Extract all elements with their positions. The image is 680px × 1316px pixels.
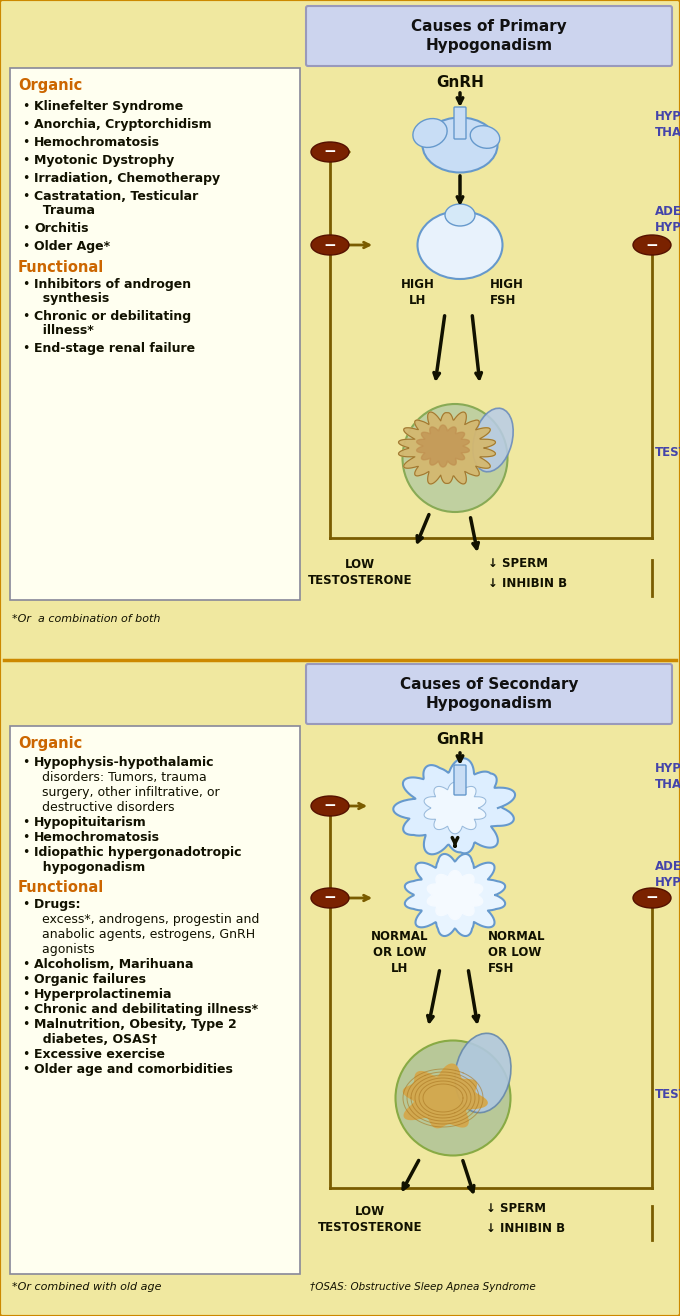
Text: •: • — [22, 154, 29, 167]
Text: •: • — [22, 830, 29, 844]
Text: HIGH
FSH: HIGH FSH — [490, 278, 524, 307]
Text: Myotonic Dystrophy: Myotonic Dystrophy — [34, 154, 174, 167]
Text: ↓ SPERM: ↓ SPERM — [488, 557, 548, 570]
Text: •: • — [22, 190, 29, 203]
Text: −: − — [645, 237, 658, 253]
Text: synthesis: synthesis — [34, 292, 109, 305]
Text: Orchitis: Orchitis — [34, 222, 88, 236]
Ellipse shape — [422, 117, 498, 172]
Text: Causes of Secondary
Hypogonadism: Causes of Secondary Hypogonadism — [400, 676, 578, 712]
Polygon shape — [417, 425, 469, 467]
Text: Drugs:: Drugs: — [34, 898, 85, 911]
Text: Trauma: Trauma — [34, 204, 95, 217]
Text: ↓ INHIBIN B: ↓ INHIBIN B — [486, 1223, 565, 1234]
Text: Excessive exercise: Excessive exercise — [34, 1048, 165, 1061]
Ellipse shape — [633, 888, 671, 908]
Text: †OSAS: Obstructive Sleep Apnea Syndrome: †OSAS: Obstructive Sleep Apnea Syndrome — [310, 1282, 536, 1292]
Text: hypogonadism: hypogonadism — [34, 861, 146, 874]
Ellipse shape — [311, 236, 349, 255]
Text: Functional: Functional — [18, 880, 104, 895]
Text: •: • — [22, 100, 29, 113]
Text: •: • — [22, 988, 29, 1001]
Text: agonists: agonists — [34, 944, 95, 955]
Text: Idiopathic hypergonadotropic: Idiopathic hypergonadotropic — [34, 846, 241, 859]
Text: Hemochromatosis: Hemochromatosis — [34, 830, 160, 844]
Polygon shape — [398, 412, 496, 484]
Text: •: • — [22, 172, 29, 186]
Text: destructive disorders: destructive disorders — [34, 801, 175, 815]
FancyBboxPatch shape — [306, 7, 672, 66]
FancyBboxPatch shape — [454, 765, 466, 795]
Text: −: − — [324, 799, 337, 813]
Ellipse shape — [455, 1033, 511, 1113]
Ellipse shape — [311, 888, 349, 908]
Text: HIGH
LH: HIGH LH — [401, 278, 435, 307]
Polygon shape — [393, 758, 515, 854]
Text: NORMAL
OR LOW
FSH: NORMAL OR LOW FSH — [488, 930, 545, 975]
Text: Hyperprolactinemia: Hyperprolactinemia — [34, 988, 173, 1001]
Text: Chronic and debilitating illness*: Chronic and debilitating illness* — [34, 1003, 258, 1016]
Text: •: • — [22, 342, 29, 355]
Text: •: • — [22, 118, 29, 132]
Text: ADENO-
HYPOPHYSIS: ADENO- HYPOPHYSIS — [655, 859, 680, 890]
Text: Organic: Organic — [18, 78, 82, 93]
Text: Chronic or debilitating: Chronic or debilitating — [34, 311, 191, 322]
Text: Organic: Organic — [18, 736, 82, 751]
Text: •: • — [22, 136, 29, 149]
Text: Klinefelter Syndrome: Klinefelter Syndrome — [34, 100, 183, 113]
Ellipse shape — [633, 236, 671, 255]
Text: *Or  a combination of both: *Or a combination of both — [12, 615, 160, 624]
Text: Older Age*: Older Age* — [34, 240, 110, 253]
Text: excess*, androgens, progestin and: excess*, androgens, progestin and — [34, 913, 259, 926]
Text: •: • — [22, 240, 29, 253]
FancyBboxPatch shape — [454, 107, 466, 139]
Text: •: • — [22, 958, 29, 971]
Text: •: • — [22, 278, 29, 291]
Text: •: • — [22, 1019, 29, 1030]
Ellipse shape — [418, 211, 503, 279]
Text: Hypopituitarism: Hypopituitarism — [34, 816, 147, 829]
Text: End-stage renal failure: End-stage renal failure — [34, 342, 195, 355]
Text: Older age and comorbidities: Older age and comorbidities — [34, 1063, 233, 1076]
Text: illness*: illness* — [34, 324, 94, 337]
Text: •: • — [22, 816, 29, 829]
Text: Functional: Functional — [18, 261, 104, 275]
Text: ADENO-
HYPOPHYSIS: ADENO- HYPOPHYSIS — [655, 205, 680, 234]
Text: TESTICLES: TESTICLES — [655, 446, 680, 458]
FancyBboxPatch shape — [306, 665, 672, 724]
Text: •: • — [22, 222, 29, 236]
Text: HYPO-
THALAMUS: HYPO- THALAMUS — [655, 111, 680, 139]
Text: •: • — [22, 973, 29, 986]
FancyBboxPatch shape — [10, 726, 300, 1274]
Text: LOW
TESTOSTERONE: LOW TESTOSTERONE — [308, 558, 412, 587]
Text: HYPO-
THALAMUS: HYPO- THALAMUS — [655, 762, 680, 791]
Text: GnRH: GnRH — [436, 75, 484, 89]
Text: Irradiation, Chemotherapy: Irradiation, Chemotherapy — [34, 172, 220, 186]
Ellipse shape — [445, 204, 475, 226]
Polygon shape — [405, 854, 505, 936]
Polygon shape — [427, 870, 483, 920]
Text: LOW
TESTOSTERONE: LOW TESTOSTERONE — [318, 1205, 422, 1234]
Text: surgery, other infiltrative, or: surgery, other infiltrative, or — [34, 786, 220, 799]
Text: •: • — [22, 1003, 29, 1016]
Ellipse shape — [413, 118, 447, 147]
Text: −: − — [324, 145, 337, 159]
Text: •: • — [22, 311, 29, 322]
Text: GnRH: GnRH — [436, 732, 484, 747]
Text: •: • — [22, 1048, 29, 1061]
FancyBboxPatch shape — [10, 68, 300, 600]
Text: Inhibitors of androgen: Inhibitors of androgen — [34, 278, 191, 291]
Ellipse shape — [311, 796, 349, 816]
Ellipse shape — [403, 404, 507, 512]
Text: Malnutrition, Obesity, Type 2: Malnutrition, Obesity, Type 2 — [34, 1019, 237, 1030]
Text: anabolic agents, estrogens, GnRH: anabolic agents, estrogens, GnRH — [34, 928, 255, 941]
Text: Alcoholism, Marihuana: Alcoholism, Marihuana — [34, 958, 194, 971]
Text: Organic failures: Organic failures — [34, 973, 146, 986]
Text: −: − — [645, 891, 658, 905]
Text: •: • — [22, 846, 29, 859]
Text: diabetes, OSAS†: diabetes, OSAS† — [34, 1033, 157, 1046]
Text: Hypophysis-hypothalamic: Hypophysis-hypothalamic — [34, 755, 214, 769]
Ellipse shape — [471, 126, 500, 149]
Polygon shape — [403, 1065, 487, 1128]
